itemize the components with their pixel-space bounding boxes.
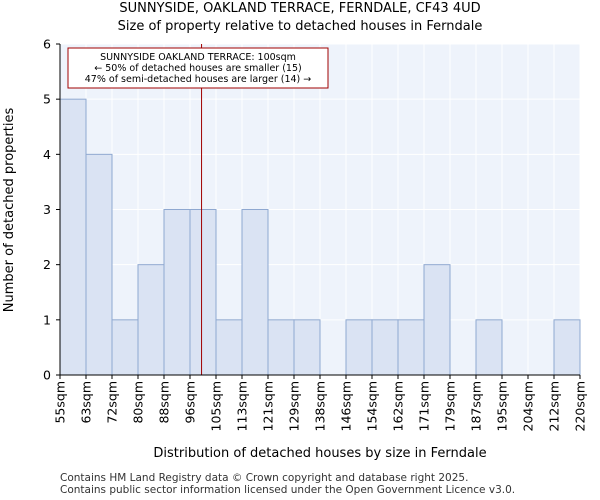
- y-tick-label: 5: [43, 92, 51, 107]
- x-tick-label: 162sqm: [391, 381, 406, 431]
- bar-162sqm: [397, 319, 425, 376]
- x-tick-label: 187sqm: [469, 381, 484, 431]
- x-tick-label: 63sqm: [79, 381, 94, 424]
- x-axis-label: Distribution of detached houses by size …: [153, 446, 486, 461]
- y-tick-label: 6: [43, 37, 51, 52]
- bar-113sqm: [241, 209, 269, 376]
- footer-line-2: Contains public sector information licen…: [60, 484, 516, 496]
- bar-72sqm: [111, 319, 139, 376]
- y-tick-label: 4: [43, 147, 51, 162]
- bar-187sqm: [475, 319, 503, 376]
- x-tick-label: 105sqm: [209, 381, 224, 431]
- y-tick-label: 3: [43, 202, 51, 217]
- bar-129sqm: [293, 319, 321, 376]
- bar-146sqm: [345, 319, 373, 376]
- bar-88sqm: [163, 209, 191, 376]
- bar-212sqm: [553, 319, 581, 376]
- x-tick-label: 154sqm: [365, 381, 380, 431]
- annotation-line-1: SUNNYSIDE OAKLAND TERRACE: 100sqm: [100, 52, 296, 63]
- x-tick-label: 204sqm: [521, 381, 536, 431]
- x-tick-label: 121sqm: [261, 381, 276, 431]
- x-tick-label: 195sqm: [495, 381, 510, 431]
- x-tick-label: 129sqm: [287, 381, 302, 431]
- bar-55sqm: [59, 98, 87, 376]
- x-tick-label: 138sqm: [313, 381, 328, 431]
- y-tick-label: 2: [43, 257, 51, 272]
- annotation-border: [67, 47, 329, 89]
- y-tick-labels: 0 1 2 3 4 5 6: [43, 37, 60, 383]
- y-tick-label: 0: [43, 368, 51, 383]
- x-tick-label: 72sqm: [105, 381, 120, 424]
- bar-80sqm: [137, 264, 165, 376]
- chart-subtitle: Size of property relative to detached ho…: [118, 19, 483, 34]
- chart-title: SUNNYSIDE, OAKLAND TERRACE, FERNDALE, CF…: [119, 1, 480, 16]
- bar-105sqm: [215, 319, 243, 376]
- x-tick-label: 146sqm: [339, 381, 354, 431]
- bar-154sqm: [371, 319, 399, 376]
- bar-63sqm: [85, 153, 113, 376]
- bar-171sqm: [423, 264, 451, 376]
- bars: [59, 98, 581, 376]
- x-tick-label: 96sqm: [183, 381, 198, 424]
- annotation-line-3: 47% of semi-detached houses are larger (…: [85, 74, 312, 85]
- bar-96sqm: [189, 209, 217, 376]
- x-tick-label: 80sqm: [131, 381, 146, 424]
- x-tick-label: 113sqm: [235, 381, 250, 431]
- y-tick-label: 1: [43, 312, 51, 327]
- x-tick-label: 179sqm: [443, 381, 458, 431]
- annotation-line-2: ← 50% of detached houses are smaller (15…: [94, 63, 301, 74]
- x-tick-labels: 55sqm 63sqm 72sqm 80sqm 88sqm 96sqm 105sqm 113s…: [53, 375, 588, 431]
- x-tick-label: 88sqm: [157, 381, 172, 424]
- x-tick-label: 220sqm: [573, 381, 588, 431]
- annotation-box: SUNNYSIDE OAKLAND TERRACE: 100sqm ← 50% …: [67, 47, 329, 89]
- y-axis-label: Number of detached properties: [2, 108, 17, 313]
- footer-line-1: Contains HM Land Registry data © Crown c…: [60, 472, 469, 484]
- x-tick-label: 55sqm: [53, 381, 68, 424]
- x-tick-label: 171sqm: [417, 381, 432, 431]
- bar-121sqm: [267, 319, 295, 376]
- x-tick-label: 212sqm: [547, 381, 562, 431]
